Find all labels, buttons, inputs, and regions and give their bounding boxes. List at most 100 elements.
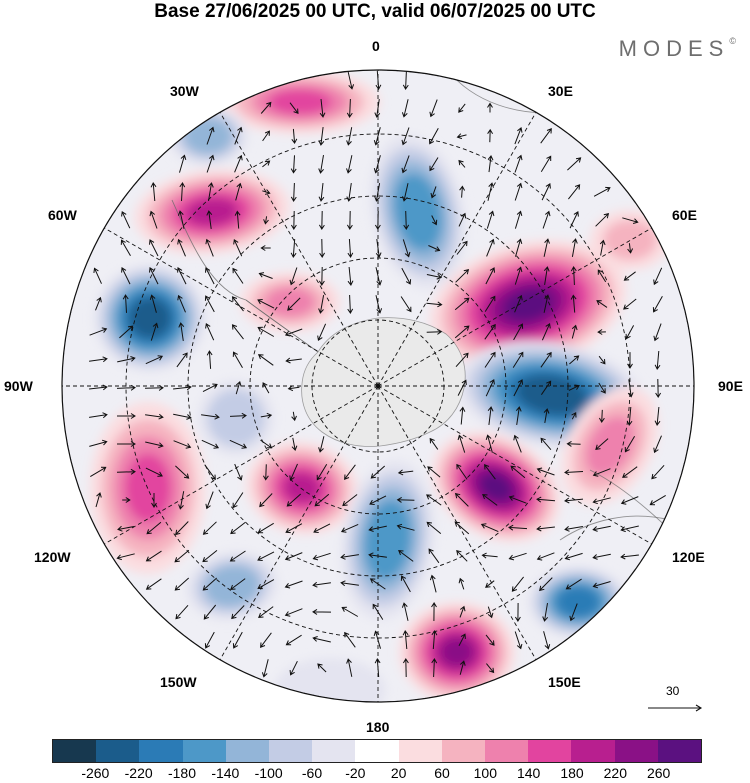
colorbar-tick-label: -140 [211, 765, 240, 781]
wind-vector-arrow [428, 548, 440, 564]
wind-vector-arrow [229, 550, 246, 562]
wind-vector-arrow [234, 126, 243, 145]
wind-vector-arrow [396, 523, 415, 531]
positive-anomaly-cell [399, 602, 515, 702]
wind-vector-arrow [177, 294, 186, 313]
wind-vector-arrow [374, 183, 381, 202]
wind-vector-arrow [564, 497, 584, 504]
wind-vector-arrow [145, 413, 164, 420]
negative-anomaly-cell [94, 264, 206, 372]
wind-vector-arrow [289, 660, 298, 676]
meridian-line [219, 112, 379, 387]
wind-vector-arrow [205, 322, 215, 341]
wind-vector-arrow [234, 463, 243, 481]
wind-vector-arrow [290, 155, 297, 174]
wind-vector-arrow [312, 636, 331, 643]
wind-vector-arrow [431, 602, 437, 622]
wind-vector-arrow [543, 631, 551, 650]
wind-vector-arrow [403, 210, 410, 230]
wind-vector-arrow [346, 155, 353, 174]
wind-vector-arrow [285, 634, 302, 646]
wind-vector-arrow [201, 439, 220, 449]
anomaly-contour [616, 230, 644, 250]
wind-vector-arrow [595, 213, 610, 227]
wind-vector-arrow [175, 465, 190, 479]
wind-vector-arrow [484, 323, 496, 340]
anomaly-contour [487, 480, 505, 494]
wind-vector-arrow [117, 525, 135, 532]
wind-vector-arrow [342, 494, 358, 507]
wind-vector-arrow [178, 491, 185, 510]
wind-vector-arrow [430, 186, 437, 199]
wind-vector-arrow [179, 182, 186, 202]
wind-vector-arrow [622, 466, 638, 478]
wind-vector-arrow [652, 295, 663, 313]
wind-vector-arrow [116, 384, 136, 391]
wind-vector-arrow [233, 238, 243, 257]
wind-vector-arrow [121, 210, 131, 229]
wind-vector-arrow [232, 492, 244, 509]
colorbar-tick-label: -180 [167, 765, 197, 781]
wind-vector-arrow [508, 495, 527, 504]
wind-vector-arrow [649, 494, 666, 506]
wind-vector-arrow [426, 494, 442, 506]
wind-vector-arrow [284, 580, 303, 589]
longitude-label-30w: 30W [170, 83, 199, 99]
wind-vector-arrow [340, 580, 359, 587]
wind-vector-arrow [373, 155, 381, 174]
colorbar-tick-label: -60 [301, 765, 323, 781]
wind-vector-arrow [593, 186, 611, 197]
wind-vector-arrow [149, 239, 159, 257]
wind-vector-arrow [564, 526, 583, 532]
wind-vector-arrow [397, 469, 414, 476]
wind-vector-arrow [346, 183, 353, 202]
wind-vector-arrow [427, 466, 441, 478]
anomaly-contour [570, 596, 586, 608]
wind-vector-arrow [229, 439, 248, 449]
wind-vector-arrow [456, 240, 468, 255]
wind-vector-arrow [540, 351, 552, 368]
colorbar-cell [485, 740, 529, 762]
wind-vector-arrow [540, 155, 552, 172]
wind-vector-arrow [456, 463, 468, 480]
wind-vector-arrow [542, 210, 551, 229]
longitude-label-60e: 60E [672, 207, 697, 223]
wind-vector-arrow [514, 294, 523, 313]
wind-vector-arrow [515, 238, 523, 257]
wind-vector-arrow [455, 352, 469, 368]
wind-vector-arrow [543, 238, 550, 257]
wind-vector-arrow [202, 383, 218, 393]
wind-vector-arrow [567, 157, 582, 171]
wind-vector-arrow [230, 522, 246, 535]
wind-vector-arrow [145, 467, 163, 477]
wind-vector-arrow [369, 495, 387, 505]
wind-vector-arrow [486, 238, 495, 257]
wind-vector-arrow [540, 128, 552, 144]
wind-vector-arrow [290, 238, 297, 258]
wind-vector-arrow [232, 267, 244, 284]
wind-vector-arrow [373, 630, 381, 649]
wind-vector-arrow [596, 300, 608, 308]
wind-vector-arrow [290, 210, 297, 230]
wind-vector-arrow [457, 434, 466, 453]
wind-vector-arrow [398, 550, 414, 562]
wind-vector-arrow [484, 295, 496, 312]
anomaly-contour [277, 294, 303, 310]
wind-vector-arrow [262, 160, 271, 168]
meridian-line [377, 385, 537, 660]
colorbar-cell [657, 740, 702, 762]
wind-vector-arrow [262, 382, 270, 394]
longitude-label-0: 0 [372, 38, 380, 54]
meridian-line [219, 385, 379, 660]
map-disk [62, 70, 694, 702]
wind-vector-arrow [317, 323, 327, 342]
wind-vector-arrow [369, 578, 386, 590]
wind-vector-arrow [232, 631, 243, 649]
wind-vector-arrow [173, 384, 192, 391]
anomaly-contour [597, 431, 623, 461]
wind-vector-arrow [429, 128, 439, 145]
wind-vector-arrow [426, 273, 443, 280]
wind-vector-arrow [429, 574, 437, 593]
wind-vector-arrow [205, 491, 214, 510]
